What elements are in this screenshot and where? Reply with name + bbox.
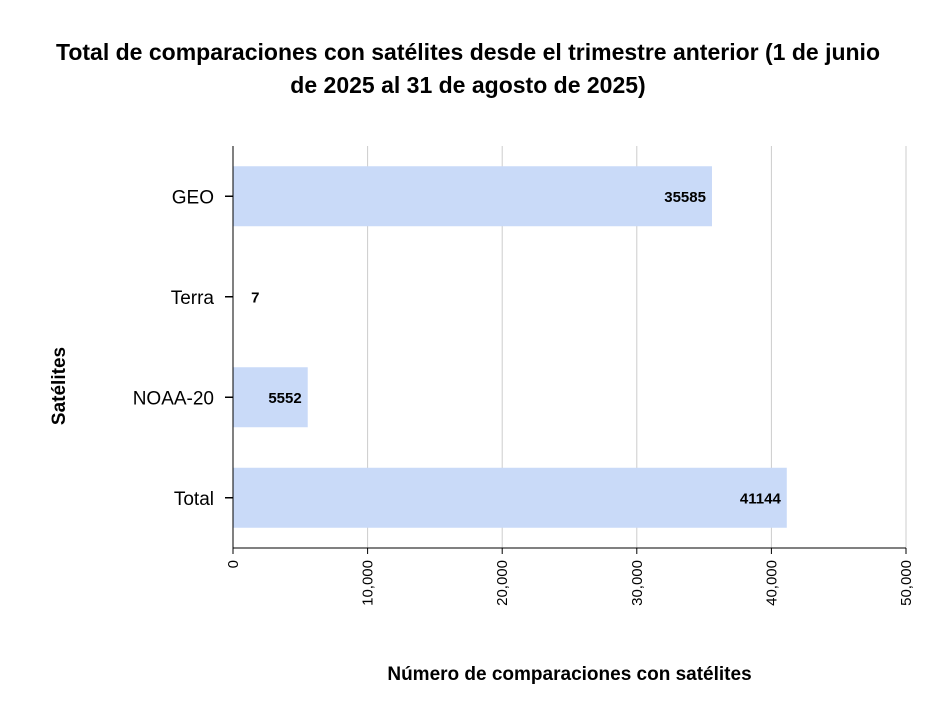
- chart-title: Total de comparaciones con satélites des…: [56, 39, 880, 98]
- x-axis-title: Número de comparaciones con satélites: [387, 664, 752, 685]
- category-label: GEO: [172, 187, 214, 208]
- category-label: Total: [174, 489, 214, 510]
- bar-geo: [233, 166, 712, 227]
- x-tick-label: 50,000: [898, 560, 915, 606]
- data-label: 5552: [268, 390, 301, 407]
- bar-total: [233, 467, 787, 528]
- x-tick-label: 10,000: [360, 560, 377, 606]
- x-tick-label: 0: [225, 560, 242, 568]
- x-tick-label: 20,000: [494, 560, 511, 606]
- x-tick-label: 30,000: [629, 560, 646, 606]
- data-label: 35585: [664, 189, 706, 206]
- x-tick-label: 40,000: [763, 560, 780, 606]
- category-label: Terra: [171, 288, 215, 309]
- bar-noaa-20: [233, 367, 308, 428]
- data-label: 7: [251, 289, 259, 306]
- data-label: 41144: [740, 490, 782, 507]
- category-label: NOAA-20: [133, 388, 214, 409]
- y-axis-title: Satélites: [49, 346, 70, 426]
